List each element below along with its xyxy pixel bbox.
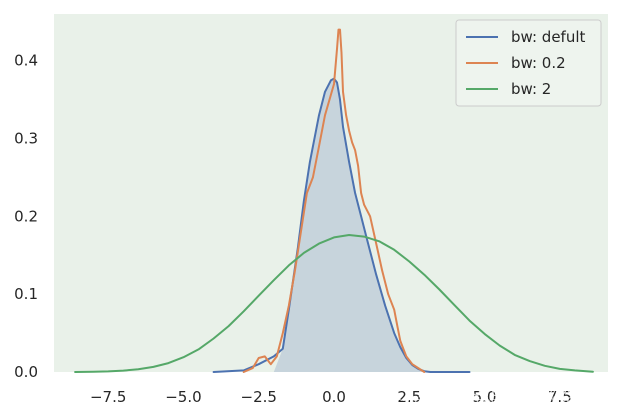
y-tick-label: 0.1 — [14, 285, 38, 303]
legend-label: bw: defult — [511, 28, 585, 46]
legend-label: bw: 0.2 — [511, 54, 566, 72]
series-line-3 — [74, 234, 594, 373]
watermark: 知乎 @python生物人 https://blog.csdn.net/qq_2… — [371, 381, 582, 409]
legend-label: bw: 2 — [511, 80, 551, 98]
legend: bw: defult bw: 0.2 bw: 2 — [455, 19, 602, 107]
watermark-text: 知乎 @python生物人 — [418, 381, 575, 400]
y-tick-label: 0.2 — [14, 207, 38, 225]
x-tick-label: −5.0 — [165, 388, 201, 406]
x-tick-label: −2.5 — [241, 388, 277, 406]
x-tick-label: 2.5 — [397, 388, 421, 406]
series-line-2 — [242, 28, 426, 373]
x-tick-label: 5.0 — [473, 388, 497, 406]
watermark-url: https://blog.csdn.net/qq_21478261 — [371, 395, 582, 409]
legend-box — [455, 19, 602, 107]
series-lines — [74, 28, 594, 373]
x-axis-ticks: −7.5 −5.0 −2.5 0.0 2.5 5.0 7.5 — [90, 388, 572, 406]
y-tick-label: 0.0 — [14, 363, 38, 381]
y-tick-label: 0.3 — [14, 130, 38, 148]
x-tick-label: −7.5 — [90, 388, 126, 406]
x-tick-label: 0.0 — [322, 388, 346, 406]
kde-fill-area — [273, 78, 431, 373]
y-axis-ticks: 0.0 0.1 0.2 0.3 0.4 — [14, 52, 38, 381]
x-tick-label: 7.5 — [548, 388, 572, 406]
y-tick-label: 0.4 — [14, 52, 38, 70]
